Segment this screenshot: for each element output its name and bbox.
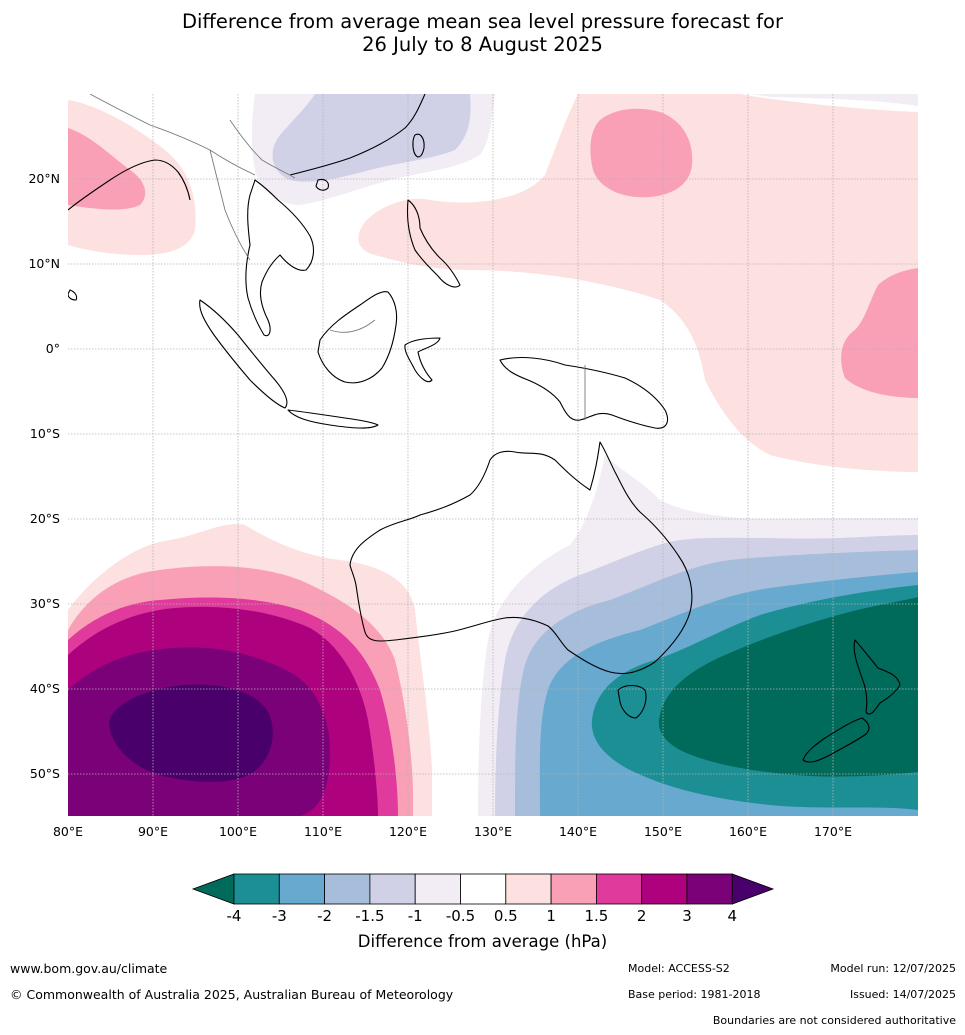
anomaly-region-tasman-minus-4 [658, 597, 918, 777]
colorbar-segment-minus4-minus3 [233, 873, 280, 905]
anomaly-region-south-indian-4 [109, 684, 273, 782]
lat-label-10n: 10°N [28, 256, 60, 271]
cb-label-2: 2 [637, 907, 647, 925]
border-mainland-sea [209, 149, 251, 261]
china-coastline [289, 94, 426, 176]
anomaly-region-pacific-0.5 [358, 94, 918, 472]
border-china-south [229, 119, 296, 179]
anomaly-region-china-minus-1 [272, 94, 471, 182]
cb-label-0.5: 0.5 [494, 907, 518, 925]
lon-label-90e: 90°E [138, 824, 168, 839]
lon-label-80e: 80°E [53, 824, 83, 839]
map-field [68, 94, 918, 816]
borneo-coastline [317, 291, 398, 384]
lon-label-130e: 130°E [474, 824, 512, 839]
sulawesi-coastline [404, 337, 441, 383]
title-line-1: Difference from average mean sea level p… [182, 10, 783, 33]
latitude-labels: 20°N 10°N 0° 10°S 20°S 30°S 40°S 50°S [28, 171, 60, 781]
colorbar-segment-1-1.5 [550, 873, 597, 905]
cb-label-minus2: -2 [317, 907, 332, 925]
colorbar-segment-minus0.5-0.5 [460, 873, 507, 905]
lon-label-140e: 140°E [559, 824, 597, 839]
cb-label-minus1: -1 [408, 907, 423, 925]
anomaly-region-bengal-1 [68, 128, 146, 210]
colorbar-segment-minus2-minus1.5 [324, 873, 371, 905]
cb-label-4: 4 [728, 907, 738, 925]
new-zealand-south-island-coastline [802, 717, 870, 763]
colorbar-segment-2-3 [641, 873, 688, 905]
anomaly-region-pacific-north-1 [590, 108, 693, 198]
lat-label-40s: 40°S [30, 681, 60, 696]
lon-label-150e: 150°E [644, 824, 682, 839]
cb-label-1: 1 [546, 907, 556, 925]
lon-label-160e: 160°E [729, 824, 767, 839]
colorbar-segment-0.5-1 [505, 873, 552, 905]
india-coastline [68, 159, 191, 211]
philippines-coastline [406, 199, 461, 288]
lon-label-170e: 170°E [814, 824, 852, 839]
model-run-text: Model run: 12/07/2025 [830, 962, 956, 975]
taiwan-coastline [412, 133, 425, 158]
country-borders [89, 94, 586, 420]
cb-label-1.5: 1.5 [584, 907, 608, 925]
longitude-labels: 80°E 90°E 100°E 110°E 120°E 130°E 140°E … [53, 824, 852, 839]
border-himalaya [89, 94, 256, 176]
new-guinea-coastline [499, 356, 669, 429]
model-text: Model: ACCESS-S2 [628, 962, 730, 975]
anomaly-region-west-pacific-minus-0.5 [752, 94, 918, 106]
colorbar-segment-1.5-2 [596, 873, 643, 905]
sri-lanka-coastline [68, 289, 78, 301]
lat-label-0: 0° [46, 341, 60, 356]
cb-label-3: 3 [682, 907, 692, 925]
tasmania-coastline [617, 684, 647, 719]
colorbar-extend-low [191, 873, 235, 905]
lat-label-30s: 30°S [30, 596, 60, 611]
copyright-text: © Commonwealth of Australia 2025, Austra… [10, 987, 454, 1002]
colorbar-title: Difference from average (hPa) [357, 932, 608, 951]
new-zealand-north-island-coastline [853, 639, 901, 715]
cb-label-minus3: -3 [272, 907, 287, 925]
colorbar-tick-labels: -4 -3 -2 -1.5 -1 -0.5 0.5 1 1.5 2 3 4 [227, 907, 738, 925]
lon-label-100e: 100°E [219, 824, 257, 839]
colorbar [191, 873, 775, 905]
colorbar-segment-minus1.5-minus1 [369, 873, 416, 905]
cb-label-minus1.5: -1.5 [355, 907, 384, 925]
disclaimer-text: Boundaries are not considered authoritat… [712, 1014, 956, 1027]
map-title: Difference from average mean sea level p… [0, 10, 965, 56]
colorbar-segment-minus3-minus2 [278, 873, 325, 905]
java-coastline [287, 409, 379, 429]
lon-label-110e: 110°E [304, 824, 342, 839]
lat-label-10s: 10°S [30, 426, 60, 441]
lat-label-20n: 20°N [28, 171, 60, 186]
colorbar-extend-high [731, 873, 775, 905]
title-line-2: 26 July to 8 August 2025 [362, 33, 603, 56]
cb-label-minus4: -4 [227, 907, 242, 925]
cb-label-minus0.5: -0.5 [446, 907, 475, 925]
hainan-coastline [315, 178, 329, 191]
issued-text: Issued: 14/07/2025 [849, 988, 956, 1001]
lat-label-50s: 50°S [30, 766, 60, 781]
lon-label-120e: 120°E [389, 824, 427, 839]
website-link[interactable]: www.bom.gov.au/climate [10, 961, 168, 976]
colorbar-segment-3-4 [686, 873, 733, 905]
lat-label-20s: 20°S [30, 511, 60, 526]
sumatra-coastline [199, 299, 288, 409]
border-borneo [329, 319, 376, 333]
coastlines [68, 94, 901, 763]
australia-coastline [349, 441, 693, 675]
anomaly-region-pacific-east-1 [841, 268, 918, 398]
colorbar-segment-minus1-minus0.5 [414, 873, 461, 905]
indochina-coastline [245, 179, 315, 337]
base-period-text: Base period: 1981-2018 [628, 988, 761, 1001]
